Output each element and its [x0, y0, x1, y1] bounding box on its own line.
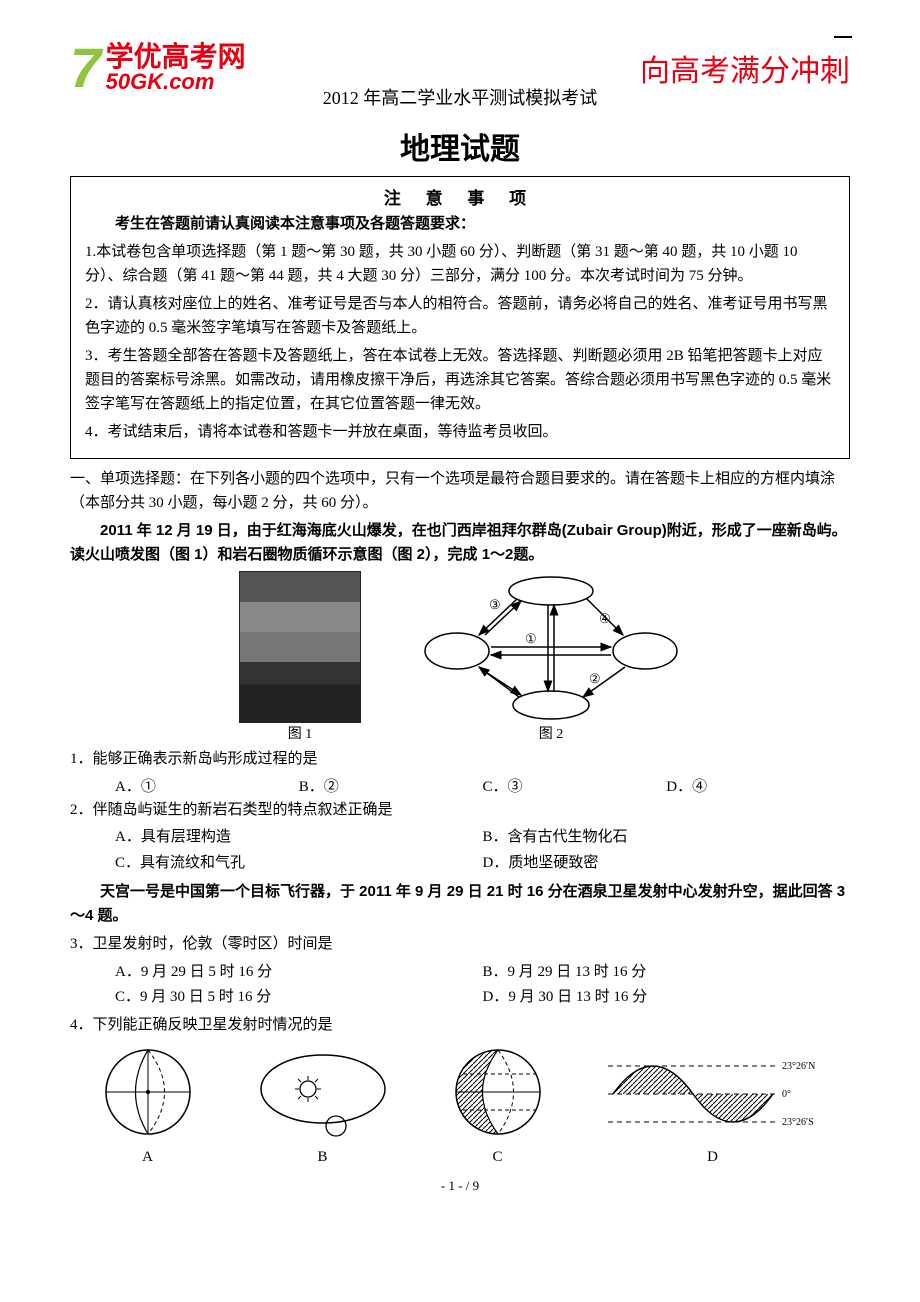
lat-label-s: 23°26′S: [782, 1117, 814, 1128]
sine-d-icon: 23°26′N 0° 23°26′S: [598, 1044, 828, 1144]
question-4: 4．下列能正确反映卫星发射时情况的是: [70, 1013, 850, 1039]
figure-2: ③ ④ ① ② 图 2: [421, 573, 681, 743]
volcano-photo: [239, 571, 361, 723]
question-1-options: A．① B．② C．③ D．④: [115, 775, 850, 796]
logo-seven: 7: [70, 40, 101, 96]
q4-label-a: A: [93, 1149, 203, 1166]
q2-opt-c: C．具有流纹和气孔: [115, 851, 483, 877]
q2-opt-d: D．质地坚硬致密: [483, 851, 851, 877]
lat-label-n: 23°26′N: [782, 1061, 815, 1072]
circled-2: ②: [589, 671, 601, 686]
q4-fig-a: A: [93, 1044, 203, 1166]
orbit-b-icon: [248, 1044, 398, 1144]
q3-opt-b: B．9 月 29 日 13 时 16 分: [483, 960, 851, 986]
main-title: 地理试题: [70, 124, 850, 168]
q2-opt-b: B．含有古代生物化石: [483, 825, 851, 851]
question-stem-1-2: 2011 年 12 月 19 日，由于红海海底火山爆发，在也门西岸祖拜尔群岛(Z…: [70, 519, 850, 567]
figures-row-1: 图 1: [70, 571, 850, 743]
q1-opt-c: C．③: [483, 775, 667, 796]
question-2-options: A．具有层理构造 B．含有古代生物化石 C．具有流纹和气孔 D．质地坚硬致密: [115, 825, 850, 876]
notice-item: 3．考生答题全部答在答题卡及答题纸上，答在本试卷上无效。答选择题、判断题必须用 …: [85, 344, 835, 416]
figure-1: 图 1: [239, 571, 361, 743]
q4-fig-c: C: [443, 1044, 553, 1166]
page-number: - 1 - / 9: [70, 1178, 850, 1194]
question-2: 2．伴随岛屿诞生的新岩石类型的特点叙述正确是: [70, 798, 850, 824]
circled-3: ③: [489, 597, 501, 612]
q4-label-c: C: [443, 1149, 553, 1166]
notice-item: 1.本试卷包含单项选择题（第 1 题～第 30 题，共 30 小题 60 分）、…: [85, 240, 835, 288]
q1-opt-b: B．②: [299, 775, 483, 796]
logo-url: 50GK.com: [106, 71, 246, 93]
q4-fig-b: B: [248, 1044, 398, 1166]
rock-cycle-diagram: ③ ④ ① ②: [421, 573, 681, 723]
logo-text-block: 学优高考网 50GK.com: [106, 43, 246, 93]
q4-label-d: D: [598, 1149, 828, 1166]
notice-item: 2．请认真核对座位上的姓名、准考证号是否与本人的相符合。答题前，请务必将自己的姓…: [85, 292, 835, 340]
question-4-figures: A B: [70, 1044, 850, 1166]
question-stem-3-4: 天宫一号是中国第一个目标飞行器，于 2011 年 9 月 29 日 21 时 1…: [70, 880, 850, 928]
q1-opt-d: D．④: [666, 775, 850, 796]
globe-a-icon: [93, 1044, 203, 1144]
question-3-options: A．9 月 29 日 5 时 16 分 B．9 月 29 日 13 时 16 分…: [115, 960, 850, 1011]
q3-opt-a: A．9 月 29 日 5 时 16 分: [115, 960, 483, 986]
site-logo: 7 学优高考网 50GK.com: [70, 40, 246, 96]
question-1: 1．能够正确表示新岛屿形成过程的是: [70, 747, 850, 773]
figure-2-label: 图 2: [421, 723, 681, 743]
notice-box: 注 意 事 项 考生在答题前请认真阅读本注意事项及各题答题要求： 1.本试卷包含…: [70, 176, 850, 459]
question-3: 3．卫星发射时，伦敦（零时区）时间是: [70, 932, 850, 958]
circled-4: ④: [599, 611, 611, 626]
q3-opt-c: C．9 月 30 日 5 时 16 分: [115, 985, 483, 1011]
notice-heading: 注 意 事 项: [85, 185, 835, 212]
section-intro: 一、单项选择题：在下列各小题的四个选项中，只有一个选项是最符合题目要求的。请在答…: [70, 467, 850, 515]
lat-label-0: 0°: [782, 1089, 791, 1100]
q2-opt-a: A．具有层理构造: [115, 825, 483, 851]
figure-1-label: 图 1: [239, 723, 361, 743]
decorative-dash: [834, 36, 852, 38]
q4-fig-d: 23°26′N 0° 23°26′S D: [598, 1044, 828, 1166]
globe-c-icon: [443, 1044, 553, 1144]
notice-item: 4．考试结束后，请将本试卷和答题卡一并放在桌面，等待监考员收回。: [85, 420, 835, 444]
notice-subheading: 考生在答题前请认真阅读本注意事项及各题答题要求：: [85, 212, 835, 236]
q3-opt-d: D．9 月 30 日 13 时 16 分: [483, 985, 851, 1011]
slogan: 向高考满分冲刺: [640, 46, 850, 90]
circled-1: ①: [525, 631, 537, 646]
q1-opt-a: A．①: [115, 775, 299, 796]
logo-cn: 学优高考网: [106, 43, 246, 71]
q4-label-b: B: [248, 1149, 398, 1166]
